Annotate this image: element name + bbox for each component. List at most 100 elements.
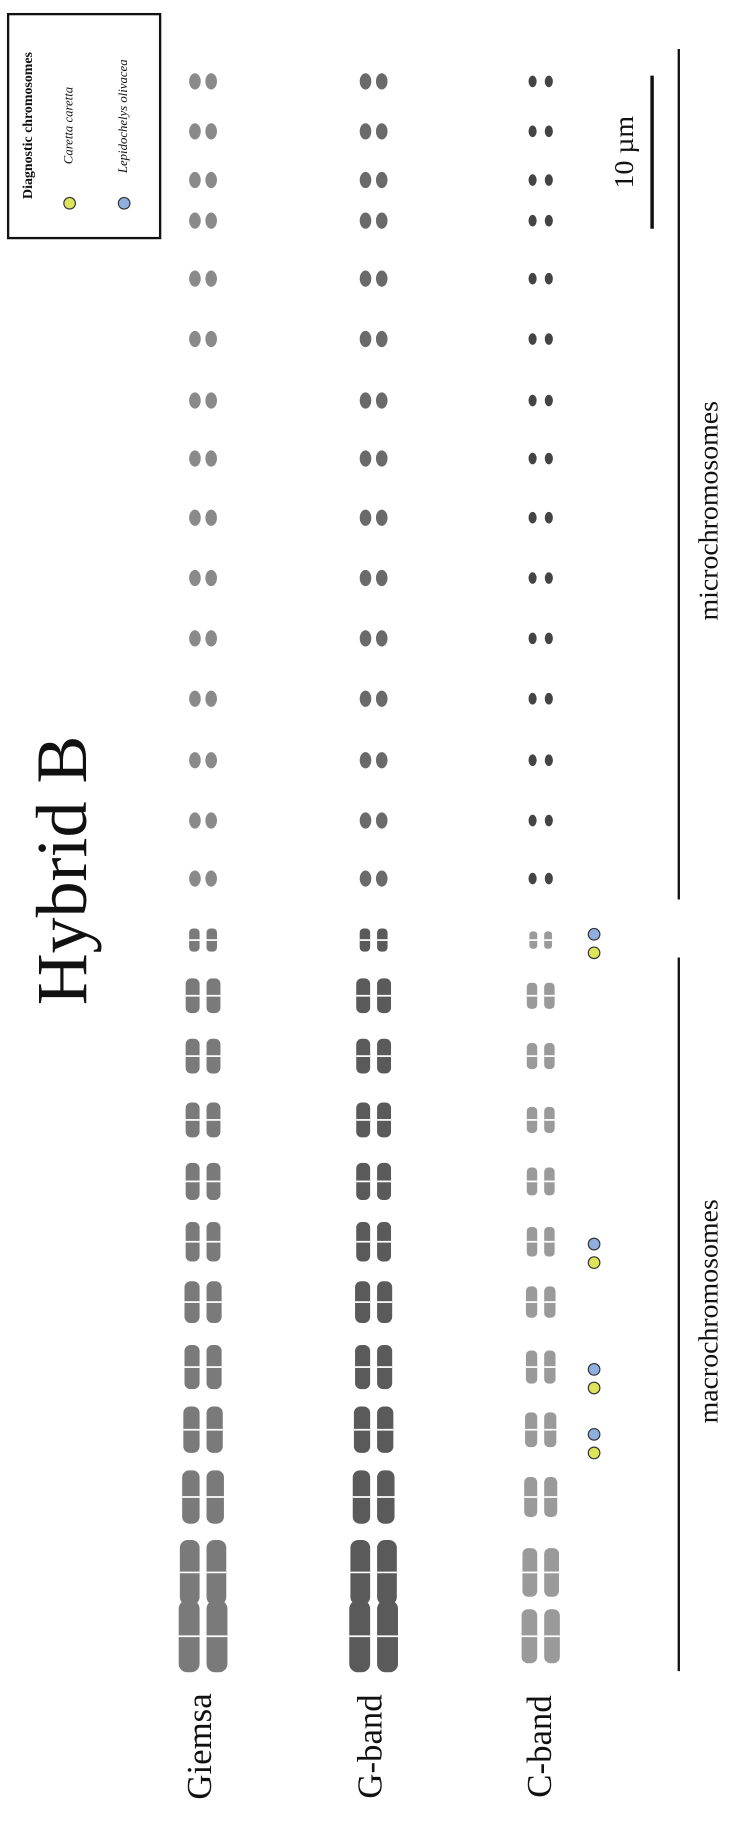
chromosome: [529, 333, 537, 345]
chromosome: [545, 126, 553, 138]
chromosome: [529, 815, 537, 827]
chromosome: [545, 512, 553, 524]
chromosome: [205, 510, 217, 526]
row-label: G-band: [351, 1694, 390, 1798]
chromosome: [376, 271, 388, 287]
row-label: C-band: [520, 1695, 559, 1797]
row-label: Giemsa: [180, 1693, 219, 1799]
chromosome: [205, 331, 217, 347]
chromosome: [360, 570, 372, 586]
chromosome: [205, 450, 217, 466]
chromosome: [189, 630, 201, 646]
chromosome: [545, 453, 553, 465]
chromosome: [189, 450, 201, 466]
legend-label: Caretta caretta: [62, 87, 76, 164]
chromosome: [205, 812, 217, 828]
chromosome: [529, 174, 537, 186]
diagnostic-marker: [588, 1238, 600, 1250]
chromosome: [205, 172, 217, 188]
chromosome: [545, 873, 553, 885]
chromosome: [360, 73, 372, 89]
chromosome: [376, 752, 388, 768]
chromosome: [189, 510, 201, 526]
chromosome: [545, 633, 553, 645]
chromosome: [545, 754, 553, 766]
chromosome: [545, 693, 553, 705]
chromosome: [529, 693, 537, 705]
chromosome: [360, 213, 372, 229]
diagnostic-marker: [588, 947, 600, 959]
chromosome: [529, 215, 537, 227]
chromosome: [360, 271, 372, 287]
karyotype-figure: Hybrid B Giemsa G-band C-band macrochrom…: [0, 0, 731, 1843]
chromosome: [376, 450, 388, 466]
chromosome: [376, 213, 388, 229]
chromosome: [360, 450, 372, 466]
chromosome: [360, 510, 372, 526]
chromosome: [376, 172, 388, 188]
legend-swatch: [64, 197, 76, 209]
chromosome: [360, 691, 372, 707]
chromosome: [529, 633, 537, 645]
chromosome: [529, 453, 537, 465]
chromosome: [376, 630, 388, 646]
chromosome: [205, 752, 217, 768]
chromosome: [360, 123, 372, 139]
chromosome: [205, 213, 217, 229]
chromosome: [205, 73, 217, 89]
chromosome: [189, 172, 201, 188]
chromosome: [205, 870, 217, 886]
legend-label: Lepidochelys olivacea: [116, 59, 130, 174]
group-label: macrochromosomes: [694, 1199, 725, 1423]
chromosome: [529, 273, 537, 285]
chromosome: [545, 815, 553, 827]
chromosome: [376, 73, 388, 89]
diagnostic-marker: [588, 928, 600, 940]
legend-swatch: [118, 197, 130, 209]
chromosome: [376, 392, 388, 408]
chromosome: [189, 752, 201, 768]
chromosome: [189, 73, 201, 89]
chromosome: [376, 510, 388, 526]
chromosome: [376, 331, 388, 347]
chromosome: [529, 76, 537, 88]
chromosome: [529, 512, 537, 524]
chromosome: [189, 271, 201, 287]
figure-title: Hybrid B: [22, 736, 102, 1006]
chromosome: [205, 271, 217, 287]
chromosome: [205, 123, 217, 139]
chromosome: [376, 123, 388, 139]
chromosome: [360, 630, 372, 646]
diagnostic-marker: [588, 1382, 600, 1394]
chromosome: [529, 754, 537, 766]
chromosome: [376, 691, 388, 707]
chromosome: [545, 395, 553, 407]
chromosome: [529, 572, 537, 584]
chromosome: [545, 215, 553, 227]
chromosome: [189, 331, 201, 347]
diagnostic-marker: [588, 1429, 600, 1441]
chromosome: [545, 76, 553, 88]
diagnostic-marker: [588, 1257, 600, 1269]
chromosome: [205, 630, 217, 646]
chromosome: [360, 752, 372, 768]
chromosome: [205, 570, 217, 586]
group-label: microchromosomes: [694, 401, 725, 621]
scale-label: 10 µm: [609, 116, 640, 189]
chromosome: [189, 870, 201, 886]
diagnostic-marker: [588, 1447, 600, 1459]
chromosome: [189, 812, 201, 828]
chromosome: [545, 333, 553, 345]
chromosome: [189, 691, 201, 707]
chromosome: [360, 331, 372, 347]
chromosome: [545, 174, 553, 186]
chromosome: [189, 570, 201, 586]
chromosome: [529, 395, 537, 407]
chromosome: [529, 126, 537, 138]
chromosome: [376, 812, 388, 828]
chromosome: [545, 572, 553, 584]
chromosome: [189, 392, 201, 408]
diagnostic-marker: [588, 1364, 600, 1376]
chromosome: [205, 392, 217, 408]
chromosome: [360, 870, 372, 886]
